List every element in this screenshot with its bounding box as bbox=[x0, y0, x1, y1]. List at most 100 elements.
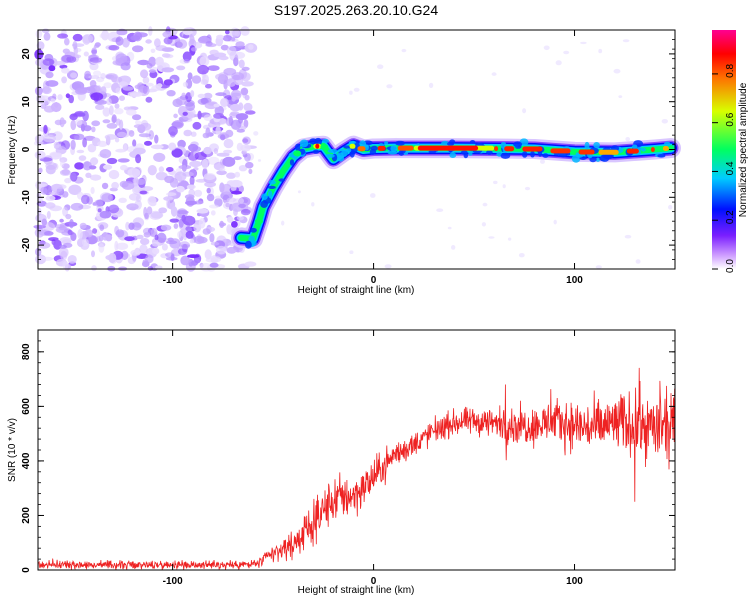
spectrogram-cell bbox=[183, 129, 192, 137]
spectrogram-cell bbox=[115, 148, 127, 153]
signal-edge-blob bbox=[463, 153, 468, 159]
signal-edge-blob bbox=[641, 147, 646, 152]
signal-edge-blob bbox=[513, 141, 523, 148]
spectrogram-y-ticks: -20 -10 0 10 20 bbox=[21, 29, 675, 270]
spectrogram-cell bbox=[166, 240, 178, 245]
spectrogram-cell bbox=[115, 242, 129, 250]
spectrogram-cell bbox=[553, 219, 557, 225]
spectrogram-cell bbox=[76, 149, 85, 154]
spectrogram-cell bbox=[137, 59, 150, 66]
spectrogram-cell bbox=[230, 37, 236, 42]
spectrogram-cell bbox=[213, 112, 225, 119]
spectrogram-cell bbox=[74, 162, 84, 170]
spectrogram-cell bbox=[401, 48, 407, 53]
spectrogram-cell bbox=[349, 90, 353, 95]
spectrogram-cell bbox=[311, 202, 315, 207]
spectrogram-cell bbox=[220, 183, 233, 195]
spectrogram-cell bbox=[118, 81, 129, 89]
spectrogram-cell bbox=[192, 121, 202, 130]
spectrogram-cell bbox=[90, 174, 102, 181]
spectrogram-cell bbox=[384, 264, 392, 269]
spectrogram-cell bbox=[230, 119, 242, 130]
spectrogram-cell bbox=[72, 40, 78, 50]
spectrogram-cell bbox=[185, 200, 197, 206]
spectrogram-cell bbox=[236, 216, 244, 221]
signal-edge-blob bbox=[470, 140, 476, 144]
spectrogram-cell bbox=[91, 120, 101, 127]
spectrogram-cell bbox=[482, 202, 488, 207]
spectrogram-cell bbox=[73, 133, 85, 140]
spectrogram-cell bbox=[142, 76, 150, 84]
signal-edge-blob bbox=[632, 144, 638, 150]
spectrogram-cell bbox=[353, 87, 360, 92]
spectrogram-cell bbox=[43, 134, 56, 143]
spectrogram-cell bbox=[127, 168, 141, 178]
signal-edge-blob bbox=[584, 141, 590, 150]
signal-edge-blob bbox=[395, 140, 405, 146]
spectrogram-cell bbox=[115, 118, 121, 126]
spectrogram-cell bbox=[222, 156, 236, 167]
spectrogram-cell bbox=[153, 152, 166, 162]
spectrogram-cell bbox=[83, 51, 89, 57]
spectrogram-cell bbox=[207, 65, 220, 71]
signal-edge-blob bbox=[261, 193, 268, 200]
spectrogram-cell bbox=[245, 110, 256, 115]
spectrogram-cell bbox=[176, 185, 185, 193]
spectrogram-cell bbox=[101, 193, 114, 203]
snr-x-tick-label: 100 bbox=[566, 576, 583, 587]
spectrogram-cell bbox=[34, 134, 44, 143]
spectrogram-cell bbox=[194, 152, 207, 160]
spectrogram-cell bbox=[142, 261, 150, 268]
spectrogram-cell bbox=[239, 198, 244, 204]
spectrogram-cell bbox=[128, 193, 141, 201]
spectrogram-cell bbox=[225, 29, 230, 35]
signal-core bbox=[626, 148, 639, 154]
spectrogram-cell bbox=[132, 139, 137, 147]
spectrogram-cell bbox=[502, 184, 506, 189]
spectrogram-cell bbox=[238, 203, 246, 208]
spectrogram-cell bbox=[91, 47, 98, 56]
spectrogram-cell bbox=[154, 134, 159, 144]
spectrogram-cell bbox=[106, 98, 112, 106]
spectrogram-cell bbox=[238, 59, 245, 69]
spectrogram-cell bbox=[143, 206, 148, 218]
spectrogram-cell bbox=[447, 226, 452, 230]
spectrogram-cell bbox=[43, 231, 54, 236]
spectrogram-cell bbox=[179, 241, 191, 250]
spectrogram-cell bbox=[34, 86, 43, 96]
spectrogram-cell bbox=[181, 92, 186, 98]
spectrogram-cell bbox=[46, 210, 51, 220]
spectrogram-cell bbox=[128, 222, 135, 230]
spectrogram-cell bbox=[213, 52, 227, 58]
spectrogram-cell bbox=[41, 218, 47, 226]
spectrogram-cell bbox=[123, 143, 128, 151]
snr-y-tick-label: 600 bbox=[21, 398, 32, 415]
snr-y-axis-label: SNR (10 * v/v) bbox=[7, 418, 18, 482]
spectrogram-cell bbox=[150, 211, 164, 219]
snr-y-tick-label: 200 bbox=[21, 507, 32, 524]
spectrogram-cell bbox=[187, 111, 195, 119]
colorbar-tick-label: 0.8 bbox=[725, 64, 736, 78]
spectrogram-cell bbox=[203, 146, 212, 155]
spectrogram-cell bbox=[90, 157, 99, 166]
signal-edge-blob bbox=[248, 235, 255, 243]
spectrogram-cell bbox=[98, 243, 105, 253]
signal-edge-blob bbox=[250, 227, 257, 233]
spectrogram-cell bbox=[92, 202, 97, 206]
spectrogram-cell bbox=[84, 229, 94, 238]
spectrogram-cell bbox=[226, 172, 236, 179]
signal-edge-blob bbox=[522, 151, 528, 158]
spectrogram-cell bbox=[99, 149, 112, 159]
spectrogram-cell bbox=[184, 194, 195, 200]
spectrogram-cell bbox=[147, 266, 154, 271]
spectrogram-cell bbox=[202, 74, 209, 85]
spectrogram-cell bbox=[231, 221, 238, 228]
spectrogram-cell bbox=[164, 54, 174, 59]
spectrogram-cell bbox=[69, 113, 78, 121]
spectrogram-cell bbox=[543, 45, 550, 51]
spectrogram-cell bbox=[540, 159, 545, 164]
spectrogram-cell bbox=[228, 115, 233, 126]
snr-y-ticks: 0 200 400 600 800 bbox=[21, 329, 675, 573]
spectrogram-cell bbox=[210, 210, 216, 216]
spectrogram-cell bbox=[146, 206, 153, 215]
